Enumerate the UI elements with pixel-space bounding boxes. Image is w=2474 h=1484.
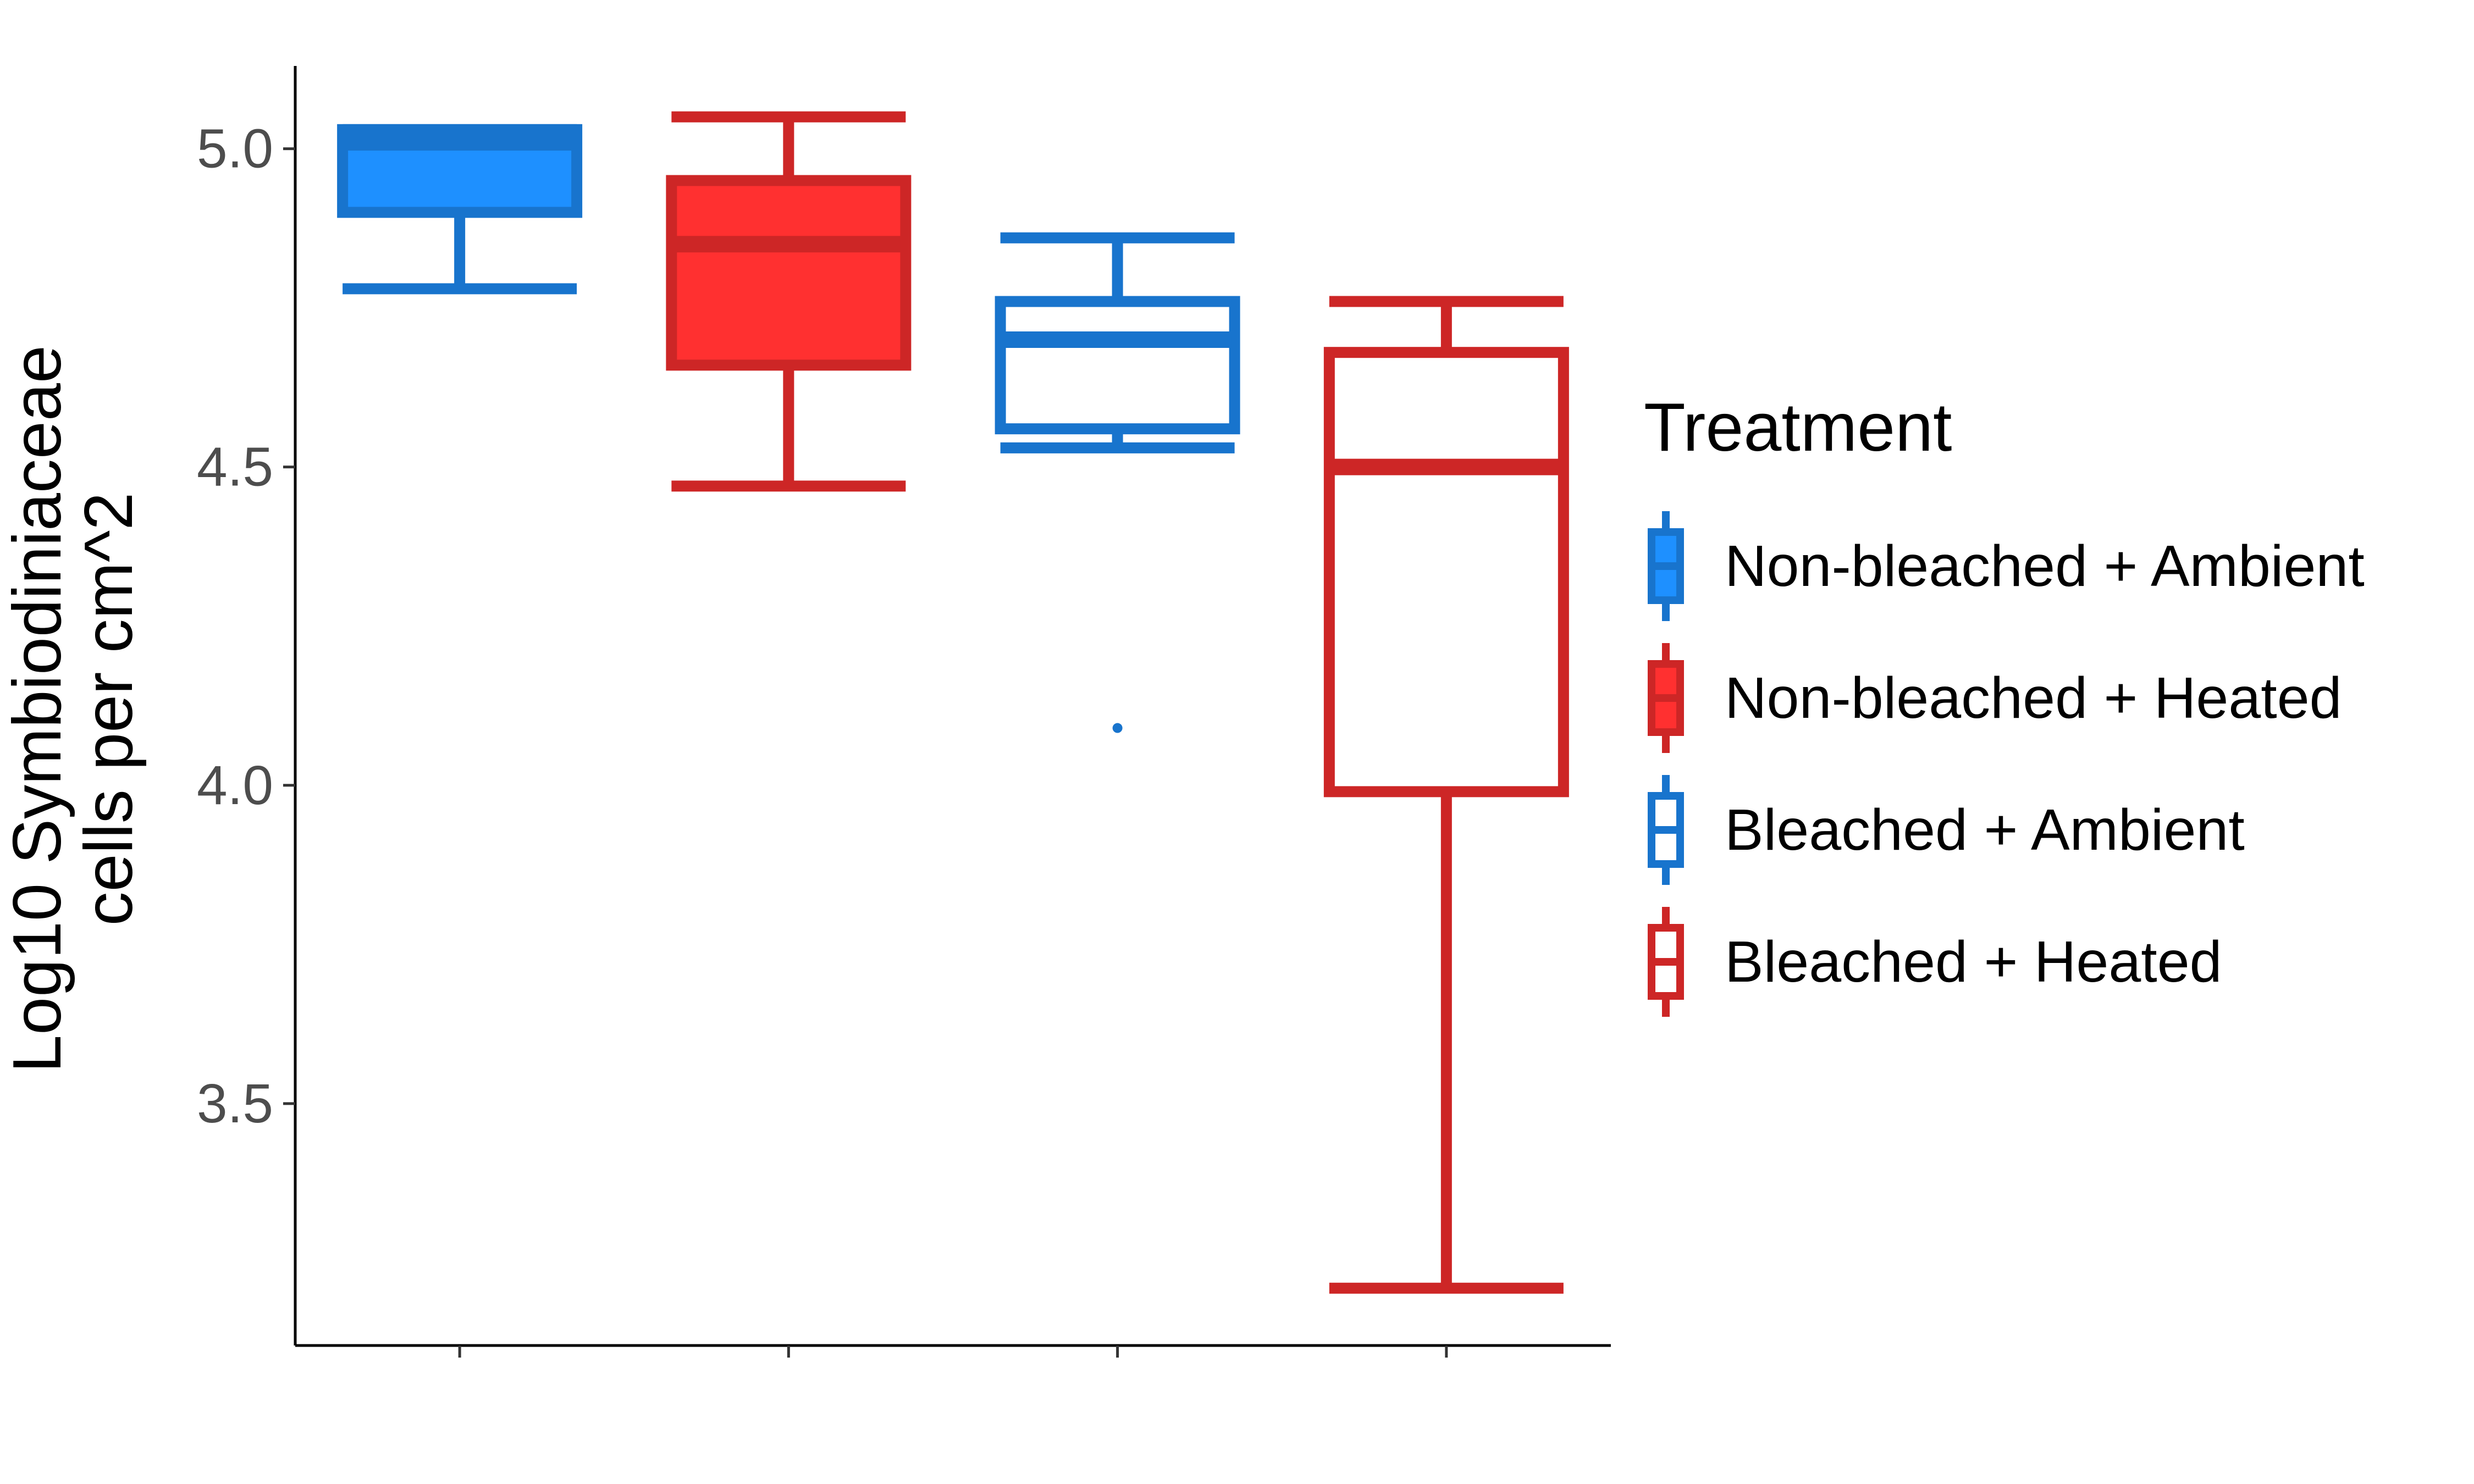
plot-area: [337, 111, 1569, 1294]
y-tick-label: 3.5: [197, 1073, 273, 1134]
legend-label: Bleached + Heated: [1725, 929, 2222, 994]
y-axis-label-line-1: Log10 Symbiodiniaceae: [0, 345, 75, 1073]
box-group: [337, 124, 583, 295]
legend-item: Bleached + Ambient: [1648, 775, 2245, 885]
legend-label: Non-bleached + Ambient: [1725, 534, 2365, 599]
y-tick-label: 5.0: [197, 118, 273, 180]
y-tick-label: 4.5: [197, 436, 273, 498]
legend-item: Non-bleached + Heated: [1648, 643, 2342, 753]
legend: Treatment Non-bleached + Ambient Non-blea…: [1644, 390, 2365, 1017]
legend-title: Treatment: [1644, 390, 1952, 466]
y-axis-label: Log10 Symbiodiniaceae cells per cm^2: [0, 345, 147, 1073]
legend-label: Non-bleached + Heated: [1725, 666, 2342, 730]
y-tick-label: 4.0: [197, 755, 273, 816]
box-iqr: [995, 296, 1240, 435]
box-iqr: [666, 175, 912, 371]
legend-item: Non-bleached + Ambient: [1648, 511, 2365, 621]
outlier-point: [1112, 723, 1123, 733]
axes: 3.5 4.0 4.5 5.0: [197, 66, 1611, 1358]
box-group: [995, 232, 1240, 733]
box-iqr: [1323, 347, 1569, 798]
box-group: [666, 111, 912, 492]
legend-item: Bleached + Heated: [1648, 907, 2222, 1017]
legend-label: Bleached + Ambient: [1725, 798, 2245, 862]
box-group: [1323, 296, 1569, 1294]
y-axis-label-line-2: cells per cm^2: [71, 492, 147, 926]
